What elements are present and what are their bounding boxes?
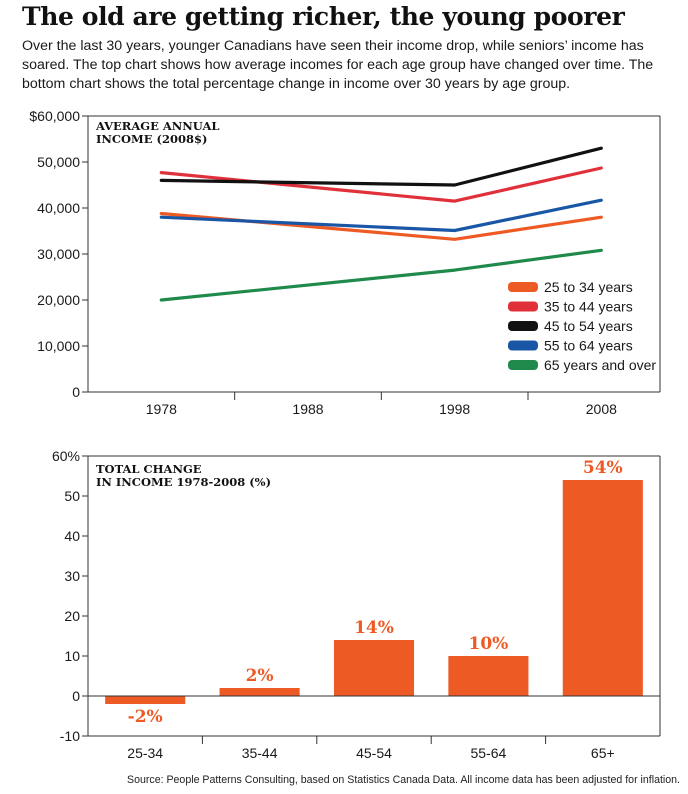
intro-text: Over the last 30 years, younger Canadian… [22, 38, 654, 92]
y-tick-label: 40,000 [37, 200, 80, 216]
bar-data-label: 2% [246, 666, 274, 686]
bar-data-label: 54% [583, 458, 623, 478]
bar-45-54 [333, 640, 415, 696]
bar-data-label: 10% [468, 634, 508, 654]
y-tick-label: 10 [64, 648, 80, 664]
y-tick-label: 40 [64, 528, 80, 544]
legend-label: 35 to 44 years [544, 299, 633, 315]
panel-title-line: TOTAL CHANGE [96, 462, 202, 476]
source-note: Source: People Patterns Consulting, base… [127, 774, 680, 786]
panel-title-line: AVERAGE ANNUAL [95, 119, 219, 133]
legend-swatch [508, 360, 538, 370]
x-tick-label: 35-44 [242, 745, 278, 761]
bar-65+ [562, 480, 643, 696]
y-tick-label: 50,000 [37, 154, 80, 170]
legend-label: 65 years and over [544, 357, 656, 373]
x-tick-label: 1998 [439, 401, 470, 417]
bar-25-34 [105, 696, 186, 704]
y-tick-label: 50 [64, 488, 80, 504]
y-tick-label: 20 [64, 608, 80, 624]
y-tick-label: 0 [72, 688, 80, 704]
legend-swatch [508, 321, 538, 331]
bar-55-64 [448, 656, 529, 696]
x-tick-label: 1988 [292, 401, 323, 417]
bar-35-44 [219, 688, 300, 696]
bar-data-label: 14% [354, 618, 394, 638]
x-tick-label: 45-54 [356, 745, 392, 761]
y-tick-label: -10 [60, 728, 80, 744]
legend-swatch [508, 340, 538, 351]
y-tick-label: 30,000 [37, 246, 80, 262]
y-tick-label: 30 [64, 568, 80, 584]
panel-title-line: IN INCOME 1978-2008 (%) [96, 475, 271, 489]
y-tick-label: 0 [72, 384, 80, 400]
x-tick-label: 1978 [146, 401, 177, 417]
y-tick-label: $60,000 [29, 108, 80, 124]
legend-label: 45 to 54 years [544, 318, 633, 334]
legend-swatch [508, 282, 538, 292]
x-tick-label: 55-64 [470, 745, 506, 761]
y-tick-label: 10,000 [37, 338, 80, 354]
series-line [159, 198, 603, 233]
page-title: The old are getting richer, the young po… [22, 2, 625, 31]
x-tick-label: 25-34 [127, 745, 163, 761]
y-tick-label: 20,000 [37, 292, 80, 308]
series-line [159, 248, 603, 302]
legend-swatch [508, 301, 538, 312]
bar-data-label: -2% [128, 707, 163, 727]
series-line [159, 146, 603, 187]
x-tick-label: 2008 [586, 401, 617, 417]
y-tick-label: 60% [52, 448, 80, 464]
panel-title-line: INCOME (2008$) [96, 132, 207, 146]
x-tick-label: 65+ [591, 745, 615, 761]
legend-label: 25 to 34 years [544, 279, 633, 295]
legend-label: 55 to 64 years [544, 338, 633, 354]
